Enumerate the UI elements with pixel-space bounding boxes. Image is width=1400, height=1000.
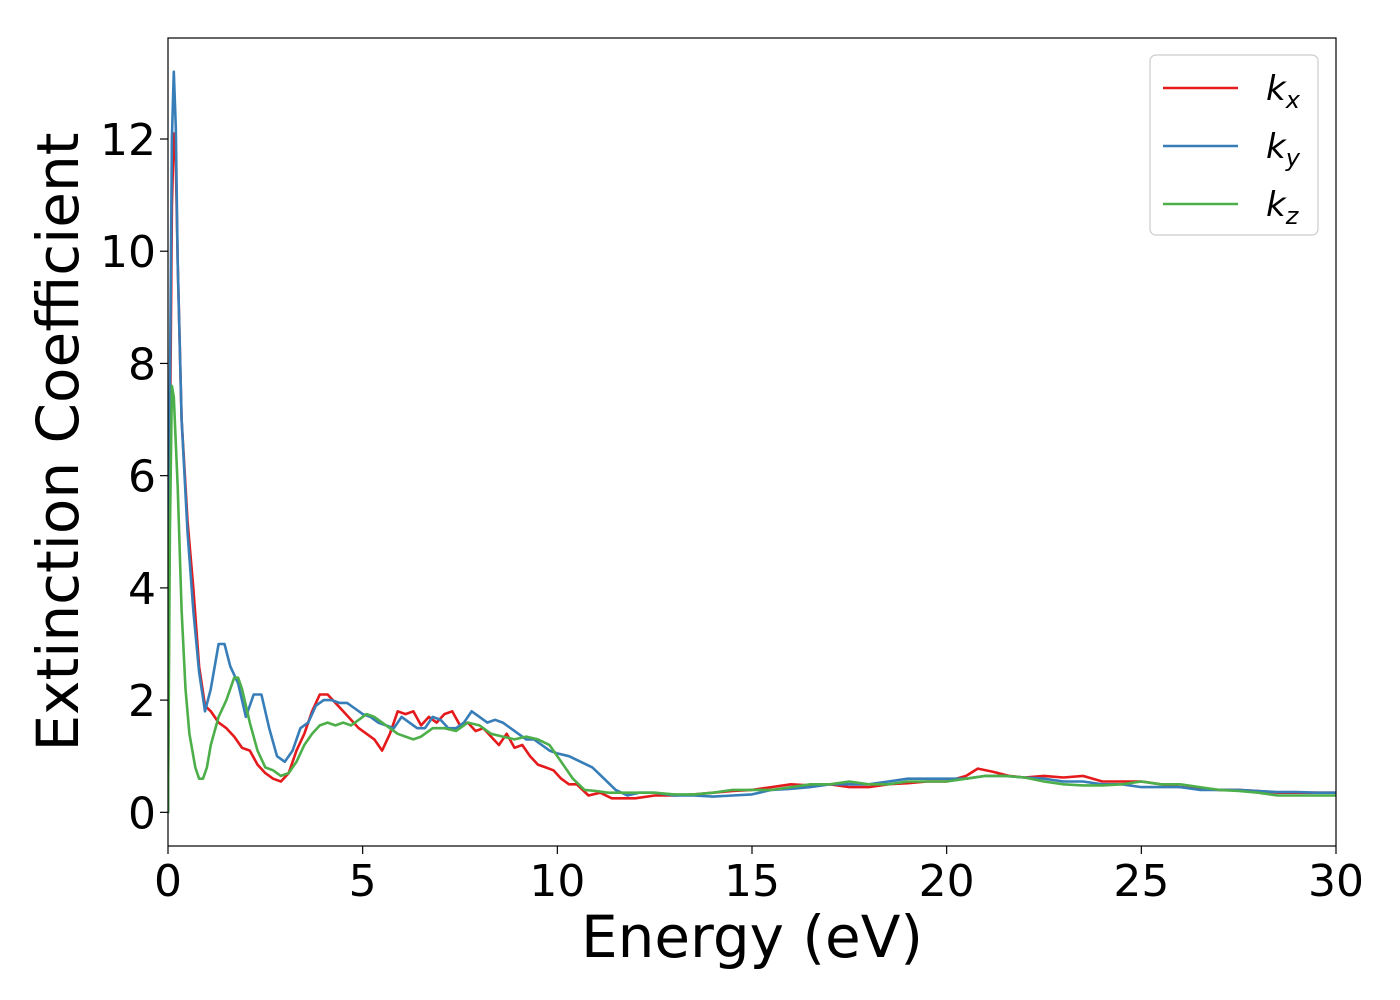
y-tick-label: 4	[128, 564, 156, 615]
axis-ticks: 0 5 10 15 20 25 30 0 2 4 6 8 10 12	[100, 115, 1364, 907]
x-tick-label: 30	[1308, 856, 1364, 907]
legend: kx ky kz	[1149, 54, 1319, 236]
x-tick-label: 15	[724, 856, 780, 907]
x-tick-label: 10	[529, 856, 585, 907]
y-tick-label: 6	[128, 452, 156, 503]
x-axis-title: Energy (eV)	[581, 903, 923, 971]
legend-label-y: ky	[1266, 127, 1301, 172]
legend-label-z: kz	[1266, 185, 1300, 230]
series-line-z	[168, 384, 1336, 814]
y-tick-label: 12	[100, 115, 156, 166]
x-tick-label: 0	[154, 856, 182, 907]
y-tick-label: 10	[100, 227, 156, 278]
x-tick-label: 20	[919, 856, 975, 907]
series-lines	[168, 70, 1336, 814]
y-tick-label: 0	[128, 788, 156, 839]
legend-label-x: kx	[1266, 69, 1301, 114]
x-tick-label: 5	[349, 856, 377, 907]
x-tick-label: 25	[1113, 856, 1169, 907]
y-axis-title: Extinction Coefficient	[24, 133, 92, 752]
y-tick-label: 8	[128, 339, 156, 390]
y-tick-label: 2	[128, 676, 156, 727]
